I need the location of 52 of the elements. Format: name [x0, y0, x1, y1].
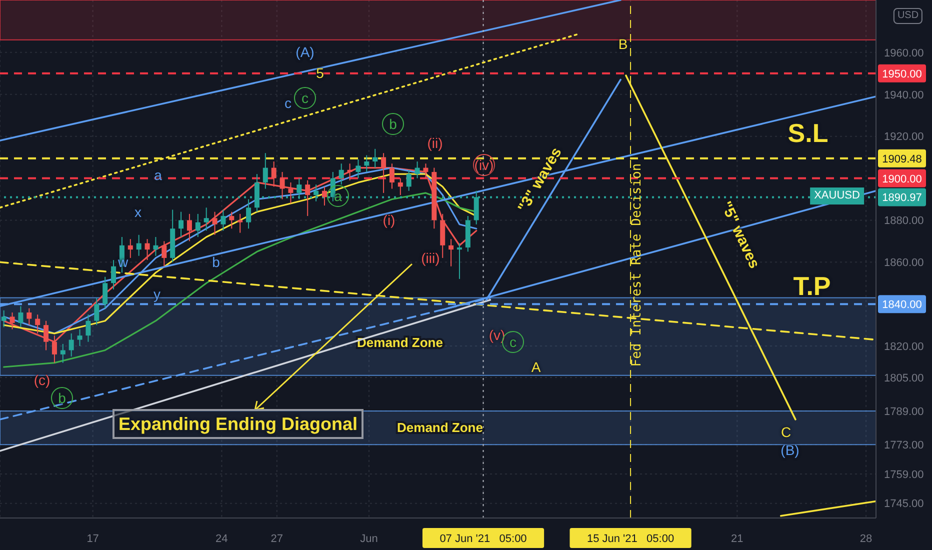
ref-line-label: 1900.00 — [882, 173, 922, 186]
annotation: b — [382, 113, 404, 135]
x-tick-label: 17 — [86, 533, 99, 545]
ref-line-label: 1950.00 — [882, 68, 922, 80]
annotation: (iii) — [421, 250, 440, 266]
annotation: A — [531, 359, 541, 375]
y-tick-label: 1789.00 — [884, 406, 924, 418]
x-tick-label: Jun — [360, 533, 378, 545]
annotation: S.L — [788, 118, 828, 148]
x-tick-label: 27 — [270, 533, 284, 545]
annotation: c — [284, 95, 292, 111]
text: USD — [893, 8, 923, 24]
x-tick-label: 15 Jun '21 05:00 — [586, 533, 674, 545]
annotation: (A) — [296, 44, 314, 60]
ref-line-label: Fed Interest Rate Decision — [630, 163, 645, 367]
annotation: (c) — [34, 372, 50, 388]
annotation: (i) — [382, 212, 396, 228]
ref-line-label: 1909.48 — [882, 153, 922, 166]
y-tick-label: 1880.00 — [884, 215, 924, 228]
y-tick-label: 1745.00 — [884, 498, 924, 510]
annotation: T.P — [793, 271, 831, 301]
annotation: c — [294, 87, 316, 109]
band-label: Demand Zone — [357, 335, 443, 350]
annotation: a — [327, 185, 349, 207]
annotation: C — [780, 424, 792, 440]
y-tick-label: 1820.00 — [884, 340, 924, 353]
annotation: XAUUSD — [810, 188, 864, 204]
annotation: 5 — [316, 65, 324, 81]
annotation: b — [51, 387, 73, 409]
band-label: Demand Zone — [397, 420, 483, 435]
y-tick-label: 1940.00 — [884, 89, 924, 102]
x-tick-label: 07 Jun '21 05:00 — [440, 533, 527, 545]
x-tick-label: 28 — [860, 533, 872, 545]
annotation: x — [134, 204, 142, 220]
annotation: Expanding Ending Diagonal — [112, 409, 364, 439]
annotation: (ii) — [427, 135, 443, 151]
y-tick-label: 1773.00 — [884, 440, 924, 452]
y-tick-label: 1960.00 — [884, 47, 924, 60]
ref-line-label: 1890.97 — [882, 192, 922, 204]
annotation: (iv) — [473, 154, 495, 176]
ref-line-label: 1840.00 — [882, 299, 922, 312]
x-tick-label: 24 — [216, 533, 228, 545]
y-tick-label: 1805.00 — [884, 372, 924, 384]
x-tick-label: 21 — [731, 533, 744, 545]
annotation: (B) — [780, 442, 800, 458]
y-tick-label: 1860.00 — [884, 257, 924, 270]
annotation: "5" waves — [717, 198, 763, 272]
annotation: b — [212, 254, 220, 270]
annotation: c — [510, 334, 516, 350]
annotation: B — [618, 36, 628, 52]
y-tick-label: 1759.00 — [884, 468, 924, 481]
y-tick-label: 1920.00 — [884, 131, 924, 144]
